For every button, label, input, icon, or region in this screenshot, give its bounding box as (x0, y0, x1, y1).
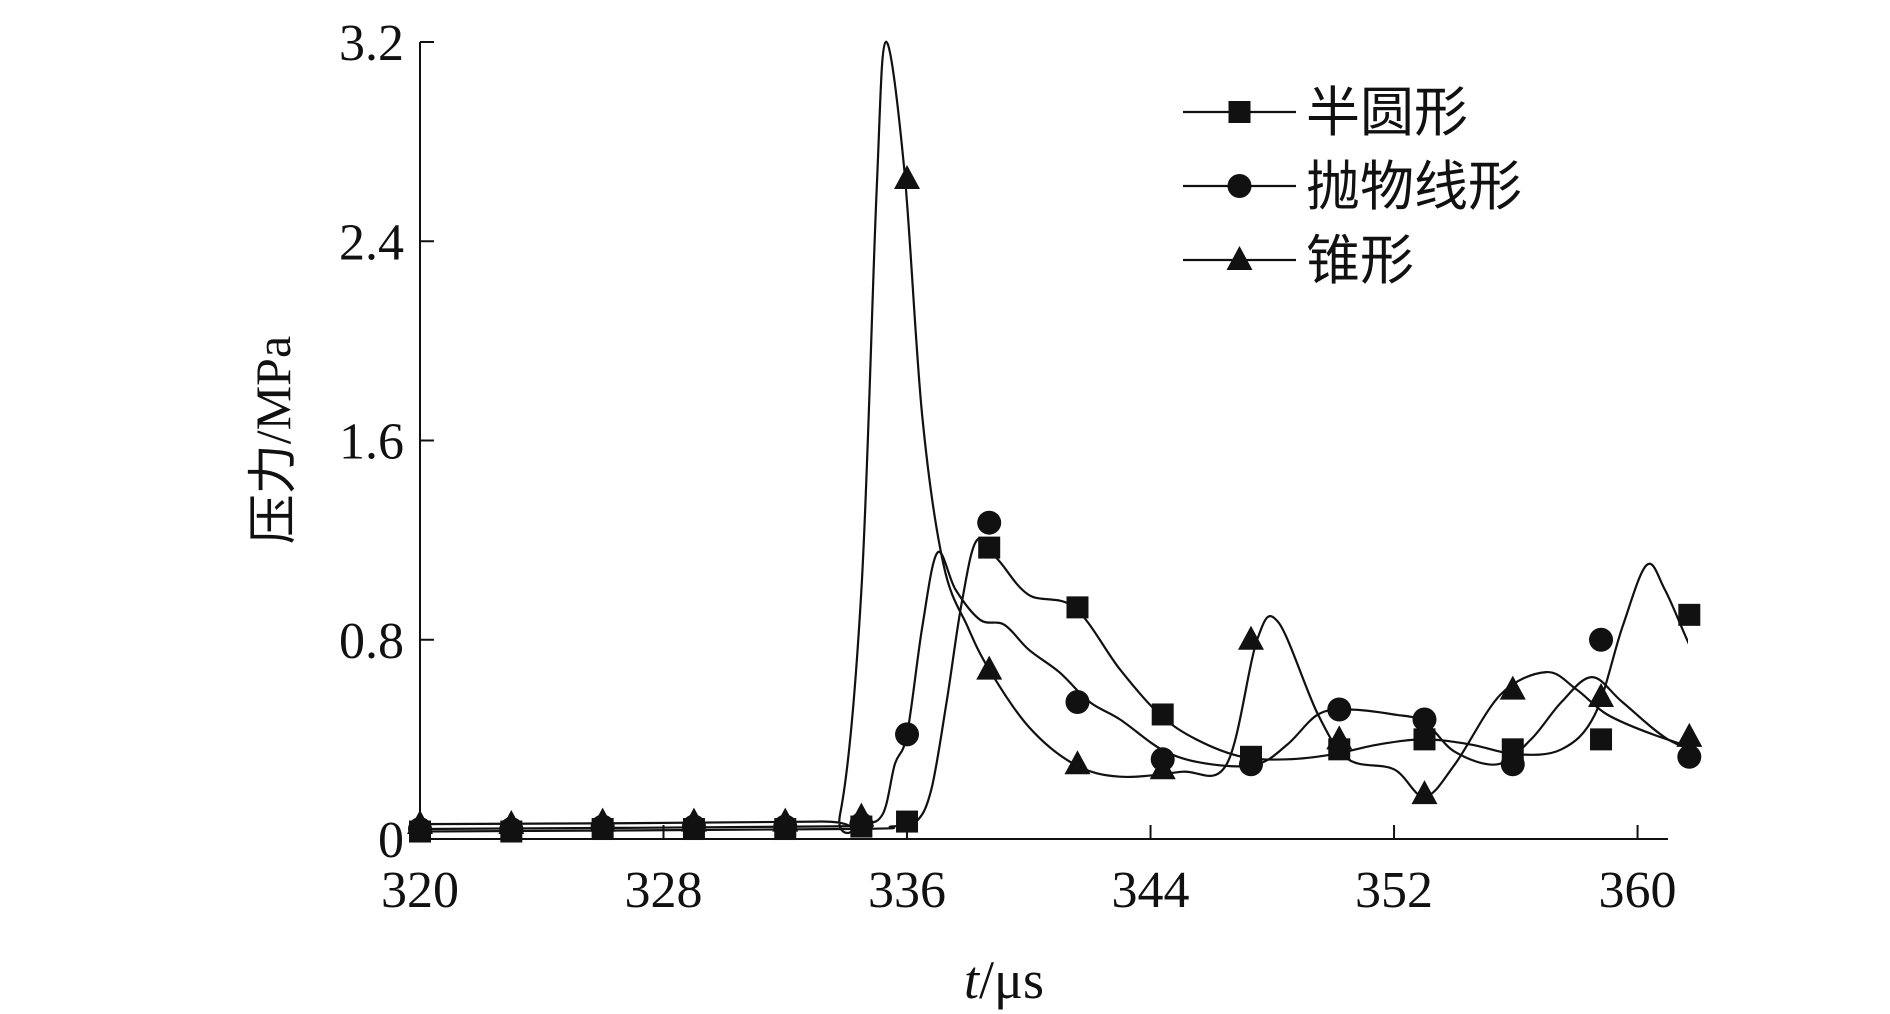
x-axis-label: t/μs (964, 950, 1044, 1010)
data-point-triangle (1237, 625, 1264, 650)
data-point-circle (1238, 752, 1263, 777)
data-point-circle (1500, 752, 1525, 777)
data-point-circle (1412, 707, 1437, 732)
data-point-square (1678, 603, 1701, 626)
series-line-triangle (420, 40, 1688, 835)
y-tick-label: 1.6 (339, 414, 404, 471)
y-tick-label: 3.2 (339, 15, 404, 72)
series-line-square (420, 537, 1688, 833)
y-ticks: 0 0.8 1.6 2.4 3.2 (339, 15, 434, 869)
y-tick-label: 0 (378, 812, 404, 869)
data-point-circle (1065, 690, 1090, 715)
data-point-circle (1677, 744, 1702, 769)
x-ticks: 320 328 336 344 352 360 (381, 825, 1677, 919)
data-point-triangle (1499, 675, 1526, 700)
x-tick-label: 352 (1355, 862, 1433, 919)
data-point-triangle (589, 807, 616, 832)
legend-item: 锥形 (1183, 231, 1414, 291)
legend-label: 抛物线形 (1306, 157, 1522, 217)
data-point-triangle (772, 807, 799, 832)
data-point-square (978, 536, 1001, 559)
legend-marker-square (1228, 101, 1251, 123)
data-point-square (1151, 703, 1174, 726)
legend-item: 半圆形 (1183, 83, 1468, 143)
legend-marker-circle (1227, 174, 1252, 198)
x-tick-label: 344 (1112, 862, 1190, 919)
data-point-circle (1327, 697, 1352, 722)
legend-marker-triangle (1226, 246, 1253, 270)
data-point-triangle (1064, 750, 1091, 775)
data-point-triangle (680, 807, 707, 832)
data-point-triangle (498, 810, 525, 835)
x-axis-label-unit: /μs (979, 950, 1044, 1010)
data-point-triangle (1326, 725, 1353, 750)
legend-label: 锥形 (1306, 231, 1414, 291)
data-point-triangle (1588, 683, 1615, 708)
series-circle (408, 510, 1702, 842)
data-point-circle (977, 510, 1002, 535)
data-point-circle (1589, 627, 1614, 652)
legend-label: 半圆形 (1306, 83, 1468, 143)
data-point-circle (895, 722, 920, 747)
series-layer (407, 40, 1703, 843)
data-point-triangle (894, 164, 921, 189)
x-tick-label: 360 (1599, 862, 1677, 919)
data-point-triangle (976, 655, 1003, 680)
data-point-square (1066, 596, 1089, 619)
data-point-triangle (407, 810, 433, 835)
x-tick-label: 320 (381, 862, 459, 919)
legend-item: 抛物线形 (1183, 157, 1522, 217)
data-point-triangle (1149, 755, 1176, 780)
data-point-triangle (1411, 780, 1438, 805)
y-axis-label: 压力/MPa (245, 336, 301, 544)
data-point-triangle (1676, 722, 1703, 747)
x-tick-label: 336 (868, 862, 946, 919)
x-axis-label-italic: t (964, 950, 981, 1010)
data-point-square (1590, 728, 1613, 751)
series-triangle (407, 40, 1703, 835)
data-point-square (896, 810, 919, 833)
data-point-triangle (848, 802, 875, 827)
data-point-square (1413, 728, 1436, 751)
series-line-circle (420, 550, 1688, 831)
x-tick-label: 328 (625, 862, 703, 919)
y-tick-label: 0.8 (339, 613, 404, 670)
y-tick-label: 2.4 (339, 214, 404, 271)
